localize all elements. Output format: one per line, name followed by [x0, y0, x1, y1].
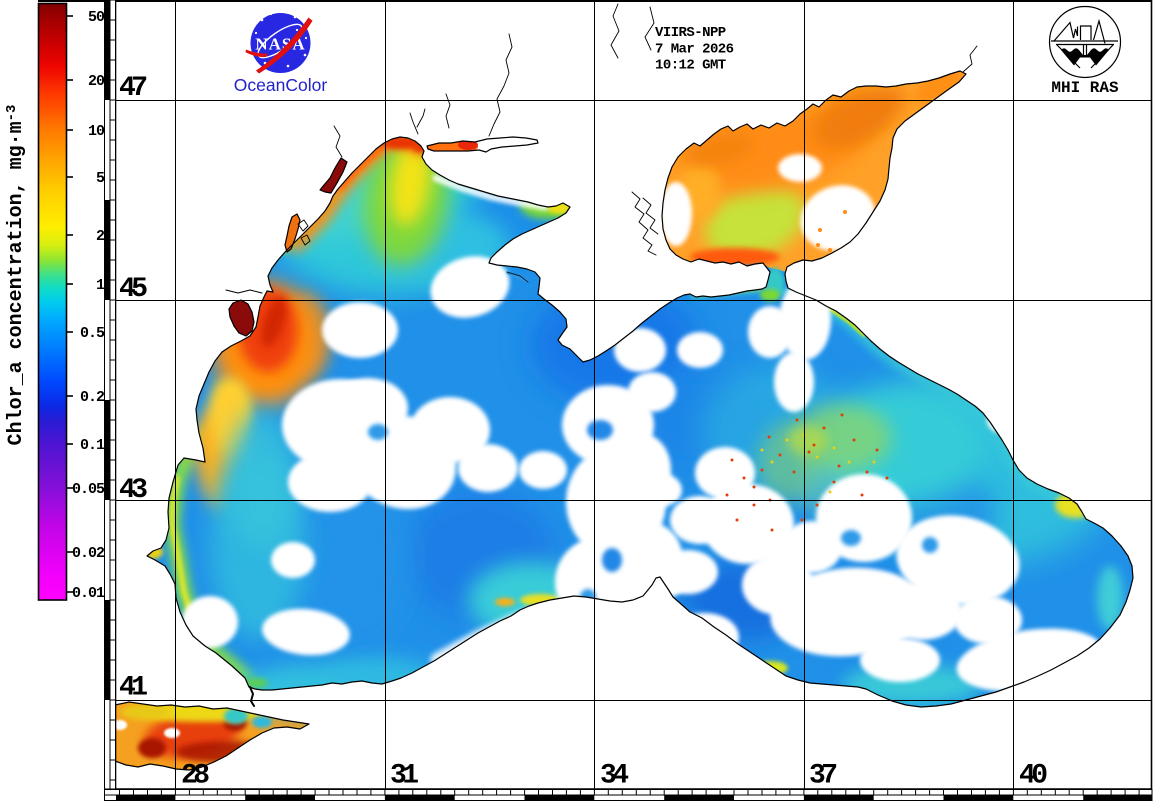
svg-text:VIIRS-NPP: VIIRS-NPP [655, 25, 726, 41]
svg-text:45: 45 [119, 274, 147, 305]
svg-text:2: 2 [96, 228, 105, 245]
svg-text:31: 31 [390, 761, 418, 792]
svg-text:0.2: 0.2 [80, 389, 105, 406]
svg-text:10: 10 [88, 123, 105, 140]
svg-text:0.05: 0.05 [72, 481, 105, 498]
svg-text:0.1: 0.1 [80, 437, 105, 454]
svg-text:40: 40 [1019, 761, 1047, 792]
svg-text:0.5: 0.5 [80, 325, 105, 342]
svg-text:28: 28 [181, 761, 209, 792]
svg-text:43: 43 [119, 475, 147, 506]
svg-text:Chlor_a concentration, mg·m-3: Chlor_a concentration, mg·m-3 [4, 105, 28, 446]
svg-text:0.01: 0.01 [72, 585, 105, 602]
svg-text:41: 41 [119, 673, 147, 704]
svg-text:5: 5 [96, 170, 105, 187]
svg-text:7 Mar 2026: 7 Mar 2026 [655, 42, 734, 58]
svg-text:50: 50 [88, 9, 105, 26]
svg-text:MHI RAS: MHI RAS [1051, 79, 1119, 97]
svg-text:37: 37 [809, 761, 836, 792]
svg-text:1: 1 [96, 277, 105, 294]
svg-text:10:12 GMT: 10:12 GMT [655, 58, 726, 74]
svg-text:20: 20 [88, 73, 105, 90]
svg-text:OceanColor: OceanColor [234, 75, 328, 95]
svg-text:47: 47 [119, 73, 146, 104]
svg-text:0.02: 0.02 [72, 545, 105, 562]
svg-text:34: 34 [600, 761, 628, 792]
